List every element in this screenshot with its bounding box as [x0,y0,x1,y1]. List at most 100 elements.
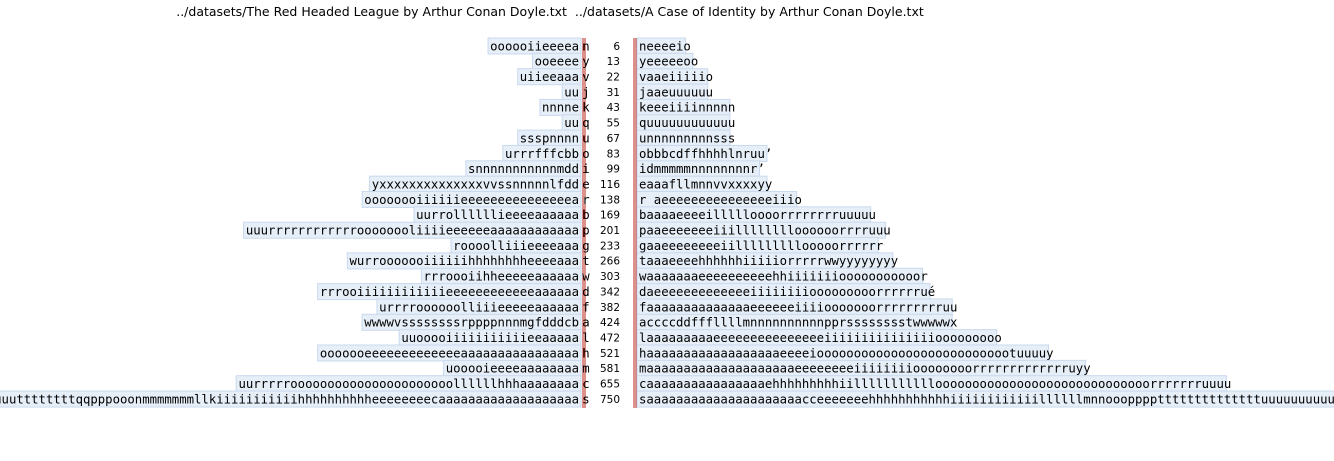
left-context-text: yxxxxxxxxxxxxxxvvssnnnnnlfdd [372,177,579,191]
left-context-text: roooolliiieeeeaaa [453,239,579,253]
left-context-text: oooooooiiiiiieeeeeeeeeeeeeeea [364,193,579,207]
right-context-text: paaeeeeeeeiiilllllllloooooorrrruuu [639,224,891,238]
count-label: 13 [607,56,620,68]
left-center-char: y [582,55,589,69]
right-context-text: unnnnnnnnnsss [639,131,735,145]
right-context-text: r aeeeeeeeeeeeeeeeiiio [639,193,802,207]
left-context-text: oooooiieeeea [490,39,579,53]
left-center-char: h [582,346,589,360]
left-center-char: j [582,85,589,99]
left-center-char: c [582,377,589,391]
left-context-text: urrrfffcbb [505,147,579,161]
right-context-text: vaaeiiiiio [639,70,713,84]
left-center-char: e [582,177,589,191]
left-context-box [517,68,582,86]
left-context-text: uuooooiiiiiiiiiiieeaaaaa [401,331,579,345]
left-center-char: u [582,131,589,145]
left-context-text: uurrrrroooooooooooooooooooooollllllhhhaa… [238,377,579,391]
count-label: 750 [600,394,620,406]
left-center-char: p [582,224,589,238]
count-label: 201 [600,225,620,237]
right-context-text: maaaaaaaaaaaaaaaaaaaaeeeeeeeeiiiiiiiiooo… [639,362,1091,376]
right-context-text: waaaaaaaeeeeeeeeeehhiiiiiiiooooooooooor [639,270,928,284]
left-center-char: n [582,39,589,53]
count-label: 83 [607,148,620,160]
count-label: 472 [600,332,620,344]
left-center-char: t [582,254,589,268]
left-context-text: urrrroooooolliiieeeeeaaaaaa [379,300,579,314]
left-context-text: wurrooooooiiiiiihhhhhhhheeeeaaa [349,254,579,268]
left-center-char: l [582,331,589,345]
count-label: 31 [607,87,620,99]
right-context-text: eaaafllmnnvvxxxxyy [639,177,772,191]
right-context-text: haaaaaaaaaaaaaaaaaaeeeeioooooooooooooooo… [639,346,1054,360]
left-context-text: nnnne [542,101,579,115]
count-label: 43 [607,102,620,114]
left-context-text: snnnnnnnnnnnmdd [468,162,579,176]
right-context-text: baaaaeeeeillllloooorrrrrrrruuuuu [639,208,876,222]
right-context-text: laaaaaaaaaeeeeeeeeeeeeeeeiiiiiiiiiiiiiii… [639,331,1002,345]
right-context-text: idmmmmmnnnnnnnnr’ [639,162,765,176]
count-label: 67 [607,133,620,145]
count-label: 342 [600,286,620,298]
count-label: 99 [607,164,620,176]
left-center-char: w [582,270,590,284]
left-center-char: s [582,392,589,406]
left-context-box [243,221,582,239]
left-context-text: rrrooiiiiiiiiiiiieeeeeeeeeeeeaaaaaa [320,285,579,299]
left-context-text: rrroooiihheeeeeaaaaaa [424,270,579,284]
right-context-text: daeeeeeeeeeeeeeiiiiiiiiooooooooorrrrrrué [639,285,935,299]
left-center-char: q [582,116,589,130]
right-context-text: jaaeuuuuuu [639,85,713,99]
right-context-text: accccddfffllllmnnnnnnnnnnpprsssssssstwww… [639,316,957,330]
left-context-text: uuurrrrrrrrrrrroooooooliiiieeeeeeaaaaaaa… [246,224,579,238]
left-center-char: g [582,239,589,253]
right-context-box [636,390,1334,408]
left-context-text: ooeeee [535,55,579,69]
right-context-text: neeeeio [639,39,691,53]
right-context-text: quuuuuuuuuuuu [639,116,735,130]
left-context-text: uiieeaaa [520,70,579,84]
page-title: ../datasets/The Red Headed League by Art… [0,4,1100,19]
left-center-char: m [582,362,589,376]
count-label: 116 [600,179,620,191]
left-context-text: uurrollllllieeeeaaaaaa [416,208,579,222]
left-center-char: b [582,208,589,222]
left-center-char: v [582,70,589,84]
right-context-text: obbbcdffhhhhlnruu’ [639,147,772,161]
right-file-title: ../datasets/A Case of Identity by Arthur… [574,4,924,19]
count-label: 233 [600,240,620,252]
count-label: 22 [607,72,620,84]
left-context-text: wuuuuuttttttttqqpppooonmmmmmmmllkiiiiiii… [0,392,579,406]
count-label: 424 [600,317,620,329]
right-context-text: gaaeeeeeeeeiilllllllllooooorrrrrr [639,239,883,253]
left-center-char: a [582,316,589,330]
left-context-text: uu [564,116,579,130]
count-label: 169 [600,210,620,222]
right-context-text: saaaaaaaaaaaaaaaaaaaaacceeeeeeehhhhhhhhh… [639,392,1334,406]
left-file-title: ../datasets/The Red Headed League by Art… [176,4,567,19]
left-center-char: f [582,300,589,314]
left-context-box [539,98,582,116]
left-context-text: uu [564,85,579,99]
left-context-text: ooooooeeeeeeeeeeeeeaaaaaaaaaaaaaaaa [320,346,579,360]
left-center-char: k [582,101,590,115]
right-context-text: taaaeeeehhhhhhiiiiiorrrrrwwyyyyyyyy [639,254,898,268]
left-context-text: ssspnnnn [520,131,579,145]
count-label: 303 [600,271,620,283]
right-context-text: yeeeeeoo [639,55,698,69]
left-center-char: r [582,193,589,207]
count-label: 138 [600,194,620,206]
left-center-char: d [582,285,589,299]
right-context-text: keeeiiiinnnnn [639,101,735,115]
count-label: 655 [600,379,620,391]
count-label: 581 [600,363,620,375]
left-center-char: o [582,147,589,161]
count-label: 521 [600,348,620,360]
right-context-text: faaaaaaaaaaaaaaeeeeeeiiiiooooooorrrrrrrr… [639,300,957,314]
left-center-char: i [582,162,589,176]
left-context-text: uooooieeeeaaaaaaaa [446,362,579,376]
count-label: 266 [600,256,620,268]
left-context-text: wwwwvssssssssrppppnnnmgfdddcb [364,316,579,330]
